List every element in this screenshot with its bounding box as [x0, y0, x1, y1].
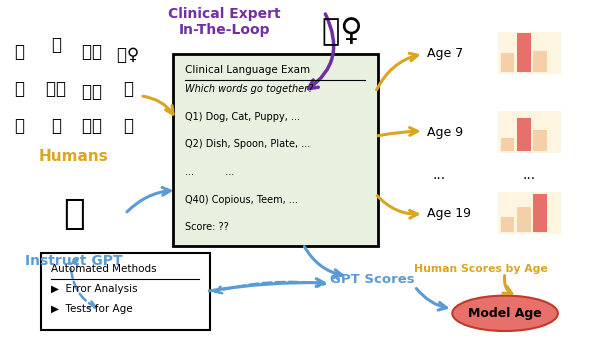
FancyArrowPatch shape: [503, 276, 511, 293]
Bar: [501, 138, 514, 151]
Text: ...          ...: ... ...: [185, 167, 234, 177]
Text: 👶: 👶: [51, 117, 61, 135]
Text: 👱‍♀️: 👱‍♀️: [117, 46, 139, 64]
Text: GPT Scores: GPT Scores: [330, 273, 415, 286]
Text: 👩‍🦳: 👩‍🦳: [82, 83, 102, 101]
Text: Clinical Expert
In-The-Loop: Clinical Expert In-The-Loop: [168, 6, 281, 37]
Text: Humans: Humans: [39, 149, 108, 164]
FancyArrowPatch shape: [308, 14, 334, 89]
Bar: [501, 53, 514, 72]
FancyArrowPatch shape: [72, 259, 78, 267]
Text: Human Scores by Age: Human Scores by Age: [414, 265, 548, 274]
Bar: [517, 207, 531, 232]
Text: ...: ...: [432, 168, 445, 182]
FancyArrowPatch shape: [378, 196, 418, 218]
Text: Q1) Dog, Cat, Puppy, ...: Q1) Dog, Cat, Puppy, ...: [185, 112, 300, 122]
Text: Which words go together?: Which words go together?: [185, 84, 313, 94]
Text: Automated Methods: Automated Methods: [51, 265, 156, 274]
Text: 👨: 👨: [15, 80, 24, 98]
FancyArrowPatch shape: [143, 96, 173, 114]
Bar: [501, 217, 514, 232]
Text: Age 9: Age 9: [427, 126, 463, 139]
Bar: [517, 118, 531, 151]
FancyArrowPatch shape: [416, 289, 447, 310]
Bar: [533, 130, 547, 151]
Text: 🤖: 🤖: [63, 197, 85, 231]
Text: Score: ??: Score: ??: [185, 222, 228, 232]
Bar: [533, 193, 547, 232]
Text: 👱‍♀️: 👱‍♀️: [322, 17, 362, 46]
FancyArrowPatch shape: [209, 279, 324, 291]
Text: ...: ...: [522, 168, 536, 182]
Text: Q2) Dish, Spoon, Plate, ...: Q2) Dish, Spoon, Plate, ...: [185, 139, 310, 149]
Text: ▶  Error Analysis: ▶ Error Analysis: [51, 284, 138, 294]
FancyBboxPatch shape: [41, 253, 210, 330]
FancyArrowPatch shape: [71, 269, 96, 307]
Bar: [533, 51, 547, 72]
Text: Age 19: Age 19: [427, 207, 471, 220]
FancyBboxPatch shape: [173, 54, 378, 246]
Text: 🧔: 🧔: [51, 36, 61, 54]
Text: ▶  Tests for Age: ▶ Tests for Age: [51, 304, 133, 314]
FancyArrowPatch shape: [215, 280, 325, 293]
Text: 👩‍🦲: 👩‍🦲: [82, 117, 102, 135]
FancyArrowPatch shape: [304, 246, 342, 277]
Text: 🧓: 🧓: [123, 117, 133, 135]
Text: 👵: 👵: [15, 43, 24, 61]
Text: Instruct GPT: Instruct GPT: [25, 254, 122, 268]
Text: 🧕: 🧕: [15, 117, 24, 135]
FancyBboxPatch shape: [498, 32, 561, 74]
FancyArrowPatch shape: [376, 53, 418, 90]
Text: Model Age: Model Age: [468, 307, 542, 320]
Ellipse shape: [452, 295, 558, 331]
FancyBboxPatch shape: [498, 111, 561, 153]
Text: Q40) Copious, Teem, ...: Q40) Copious, Teem, ...: [185, 194, 298, 205]
Bar: [517, 33, 531, 72]
Text: 🧑‍🦱: 🧑‍🦱: [45, 80, 65, 98]
Text: 👩: 👩: [123, 80, 133, 98]
Text: 👩‍🦰: 👩‍🦰: [82, 43, 102, 61]
FancyArrowPatch shape: [378, 128, 418, 136]
FancyArrowPatch shape: [127, 187, 170, 212]
Text: Age 7: Age 7: [427, 47, 463, 60]
Text: Clinical Language Exam: Clinical Language Exam: [185, 66, 310, 75]
FancyBboxPatch shape: [498, 192, 561, 234]
